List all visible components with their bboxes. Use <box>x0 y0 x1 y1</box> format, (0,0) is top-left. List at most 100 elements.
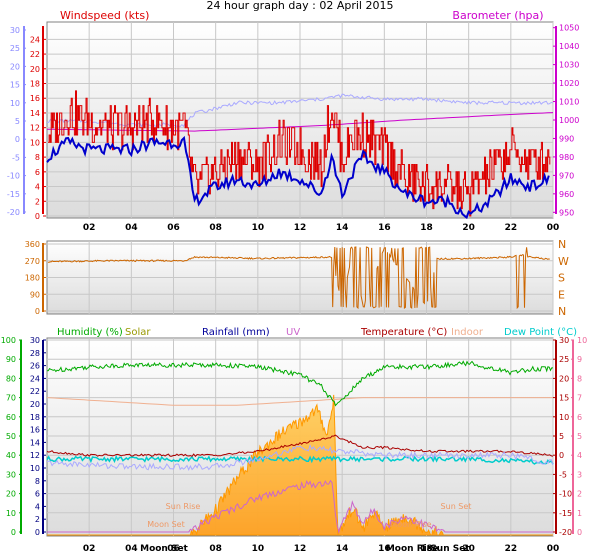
baro-y-tick-label: 980 <box>559 153 574 162</box>
rain-y-tick-label: 14 <box>30 438 40 447</box>
wind-y-outer-tick-label: -5 <box>12 153 20 162</box>
rain-y-tick-label: 0 <box>35 528 40 537</box>
uv-y-tick-label: 7 <box>577 394 582 403</box>
rain-y-tick-label: 6 <box>35 490 40 499</box>
temp-y-tick-label: 30 <box>559 336 569 345</box>
wind-y-left-tick-label: 16 <box>30 94 40 103</box>
wind-x-tick-label: 00 <box>547 223 560 233</box>
humidity-y-tick-label: 60 <box>6 413 16 422</box>
astro-annotation: Sun Rise <box>166 502 201 511</box>
uv-y-tick-label: 0 <box>577 528 582 537</box>
humidity-y-tick-label: 70 <box>6 394 16 403</box>
rain-y-tick-label: 10 <box>30 464 40 473</box>
temp-y-tick-label: -5 <box>559 470 567 479</box>
wind-x-tick-label: 14 <box>336 223 349 233</box>
baro-y-tick-label: 1030 <box>559 61 579 70</box>
wind-axis-title: Windspeed (kts) <box>60 9 149 22</box>
humidity-y-tick-label: 100 <box>1 336 16 345</box>
conditions-x-tick-label: 20 <box>462 544 475 554</box>
direction-y-tick-label: 270 <box>25 257 40 266</box>
astro-annotation: Sun Set <box>441 502 472 511</box>
baro-y-tick-label: 1020 <box>559 79 579 88</box>
temp-y-tick-label: 5 <box>559 432 564 441</box>
conditions-x-tick-label: 02 <box>83 544 96 554</box>
humidity-y-tick-label: 30 <box>6 470 16 479</box>
wind-x-tick-label: 16 <box>378 223 391 233</box>
rain-y-tick-label: 24 <box>30 374 40 383</box>
wind-y-left-tick-label: 6 <box>35 168 40 177</box>
wind-y-left-tick-label: 22 <box>30 50 40 59</box>
wind-y-left-tick-label: 8 <box>35 153 40 162</box>
rain-y-tick-label: 28 <box>30 349 40 358</box>
temp-y-tick-label: -20 <box>559 528 572 537</box>
humidity-y-tick-label: 80 <box>6 374 16 383</box>
direction-compass-label: E <box>558 288 565 301</box>
direction-compass-label: N <box>558 305 566 318</box>
conditions-x-tick-label: 18 <box>420 544 433 554</box>
wind-x-tick-label: 18 <box>420 223 433 233</box>
astro-axis-annotation: Moon Set <box>140 544 188 554</box>
rain-y-tick-label: 2 <box>35 515 40 524</box>
wind-y-left-tick-label: 2 <box>35 197 40 206</box>
baro-y-tick-label: 960 <box>559 190 574 199</box>
baro-y-tick-label: 950 <box>559 208 574 217</box>
temp-y-tick-label: -10 <box>559 490 572 499</box>
wind-y-outer-tick-label: -10 <box>7 172 20 181</box>
wind-y-outer-tick-label: 0 <box>15 135 20 144</box>
humidity-line <box>46 360 553 407</box>
temp-y-tick-label: -15 <box>559 509 572 518</box>
conditions-series-label: Solar <box>125 327 151 338</box>
direction-y-tick-label: 0 <box>35 307 40 316</box>
temp-y-tick-label: 15 <box>559 394 569 403</box>
humidity-y-tick-label: 10 <box>6 509 16 518</box>
direction-y-tick-label: 180 <box>25 274 40 283</box>
wind-y-outer-tick-label: 15 <box>10 81 20 90</box>
temperature-line <box>46 434 554 458</box>
humidity-y-tick-label: 50 <box>6 432 16 441</box>
rain-y-tick-label: 30 <box>30 336 40 345</box>
rain-y-tick-label: 22 <box>30 387 40 396</box>
baro-axis-title: Barometer (hpa) <box>452 9 543 22</box>
wind-outer-trace <box>47 93 554 128</box>
conditions-series-label: Humidity (%) <box>57 327 123 338</box>
conditions-series-label: Rainfall (mm) <box>202 327 270 338</box>
temp-y-tick-label: 0 <box>559 451 564 460</box>
direction-compass-label: N <box>558 238 566 251</box>
temp-y-tick-label: 20 <box>559 374 569 383</box>
wind-y-left-tick-label: 10 <box>30 138 40 147</box>
wind-x-tick-label: 20 <box>462 223 475 233</box>
wind-y-outer-tick-label: 10 <box>10 99 20 108</box>
wind-y-outer-tick-label: 30 <box>10 26 20 35</box>
rain-y-tick-label: 18 <box>30 413 40 422</box>
uv-line <box>47 479 553 534</box>
astro-axis-annotation: Moon Rise <box>386 544 438 554</box>
wind-y-outer-tick-label: -20 <box>7 208 20 217</box>
wind-y-outer-tick-label: 20 <box>10 62 20 71</box>
conditions-series-label: Temperature (°C) <box>360 327 447 338</box>
wind-x-tick-label: 06 <box>167 223 180 233</box>
conditions-series-label: Dew Point (°C) <box>504 327 577 338</box>
rain-y-tick-label: 20 <box>30 400 40 409</box>
direction-compass-label: W <box>558 255 569 268</box>
conditions-x-tick-label: 08 <box>209 544 222 554</box>
humidity-y-tick-label: 20 <box>6 490 16 499</box>
rain-y-tick-label: 8 <box>35 477 40 486</box>
wind-y-left-tick-label: 0 <box>35 212 40 221</box>
conditions-x-tick-label: 22 <box>505 544 518 554</box>
baro-y-tick-label: 990 <box>559 134 574 143</box>
wind-y-left-tick-label: 20 <box>30 65 40 74</box>
wind-y-outer-tick-label: 5 <box>15 117 20 126</box>
temp-y-tick-label: 10 <box>559 413 569 422</box>
baro-y-tick-label: 970 <box>559 171 574 180</box>
wind-x-tick-label: 10 <box>252 223 265 233</box>
conditions-x-tick-label: 12 <box>294 544 307 554</box>
uv-y-tick-label: 6 <box>577 413 582 422</box>
conditions-x-tick-label: 06 <box>167 544 180 554</box>
rain-y-tick-label: 16 <box>30 426 40 435</box>
baro-y-tick-label: 1040 <box>559 42 579 51</box>
humidity-y-tick-label: 90 <box>6 355 16 364</box>
uv-y-tick-label: 5 <box>577 432 582 441</box>
indoor-temp-line <box>46 397 553 406</box>
baro-y-tick-label: 1010 <box>559 98 579 107</box>
